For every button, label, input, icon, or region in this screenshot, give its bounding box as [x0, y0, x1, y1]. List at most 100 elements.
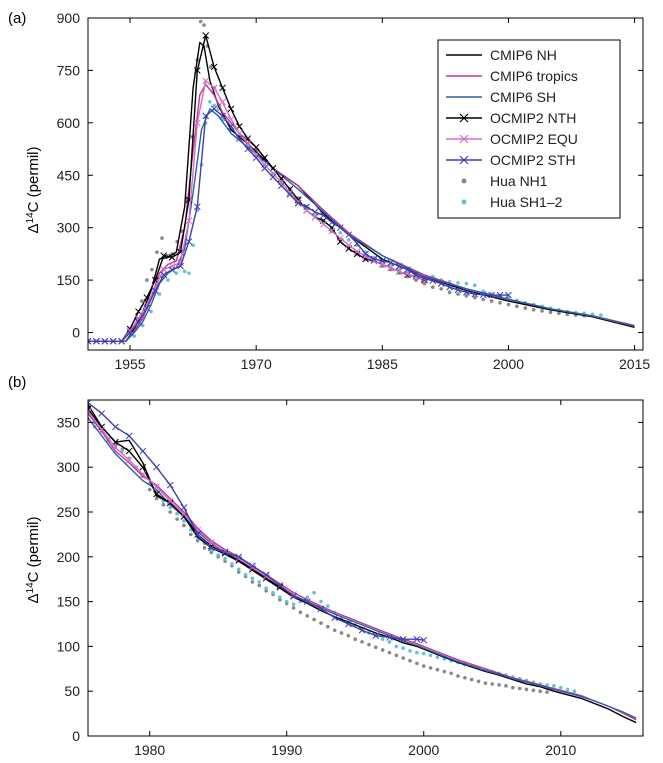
- panel-b-ocmip2-sth-marker: [303, 598, 311, 605]
- panel-b-label: (b): [8, 374, 26, 391]
- panel-b-ocmip2-sth-marker: [276, 582, 284, 589]
- panel-a-cmip6-sh-line: [88, 108, 635, 342]
- panel-b-hua-sh1-2-point: [435, 655, 440, 659]
- panel-b-hua-nh1-point: [339, 631, 344, 635]
- panel-b-hua-sh1-2-point: [284, 599, 289, 604]
- panel-b-ocmip2-nth-marker: [276, 583, 284, 591]
- panel-a-hua-nh1-point: [160, 236, 164, 240]
- panel-b-ocmip2-sth-marker: [235, 553, 243, 561]
- panel-a-ocmip2-sth-marker: [429, 277, 437, 285]
- panel-b-hua-sh1-2-point: [236, 567, 241, 572]
- panel-b-hua-nh1-point: [161, 503, 166, 507]
- panel-a-ocmip2-equ-marker: [345, 241, 353, 249]
- panel-b-hua-nh1-point: [373, 645, 378, 650]
- panel-b-hua-sh1-2-point: [572, 689, 577, 693]
- panel-a: (a) 1955 1970 1985 2000 2015 0 150 300 450 600 750…: [8, 10, 650, 372]
- panel-a-ocmip2-sth-marker: [177, 262, 184, 270]
- panel-a-hua-sh1-2-point: [346, 238, 351, 242]
- panel-b-ocmip2-equ-marker: [153, 483, 160, 491]
- panel-a-ocmip2-equ-marker: [286, 189, 294, 197]
- panel-b-hua-sh1-2-point: [175, 511, 179, 516]
- panel-a-ocmip2-equ-marker: [202, 77, 210, 85]
- panel-a-hua-nh1-point: [145, 278, 149, 282]
- panel-b-ylabel: Δ14C (permil): [25, 517, 43, 604]
- panel-b-ocmip2-equ-line: [88, 411, 294, 595]
- panel-a-ocmip2-sth-marker: [505, 291, 512, 299]
- panel-b-hua-nh1-point: [538, 689, 543, 693]
- panel-b-ocmip2-equ-marker: [262, 573, 270, 580]
- panel-b-plot: 1980 1990 2000 2010 0 50 100 150 200 250 300 350: [57, 399, 644, 758]
- panel-a-ytick-label: 450: [57, 167, 81, 183]
- panel-a-hua-sh1-2-point: [191, 243, 195, 247]
- panel-a-ocmip2-sth-marker: [294, 199, 302, 207]
- panel-a-ocmip2-sth-marker: [421, 275, 428, 282]
- panel-a-ocmip2-sth-marker: [236, 135, 243, 142]
- panel-a-ocmip2-sth-marker: [109, 337, 117, 345]
- panel-a-ocmip2-nth-line: [88, 34, 425, 342]
- panel-a-hua-sh1-2-point: [187, 271, 191, 275]
- panel-b-hua-nh1-point: [326, 624, 330, 629]
- panel-a-ocmip2-sth-marker: [336, 224, 344, 232]
- panel-a-hua-nh1-point: [456, 292, 460, 296]
- legend-label: CMIP6 SH: [490, 89, 556, 105]
- panel-a-ytick-label: 300: [57, 220, 81, 236]
- legend-label: OCMIP2 EQU: [490, 131, 578, 147]
- panel-b-hua-nh1-point: [223, 559, 227, 564]
- panel-b-hua-sh1-2-point: [243, 572, 248, 577]
- panel-b-hua-nh1-point: [353, 637, 358, 642]
- panel-a-ocmip2-sth-marker: [252, 154, 260, 162]
- panel-a-hua-nh1-point: [140, 299, 144, 303]
- panel-a-ocmip2-sth-marker: [446, 283, 453, 291]
- panel-b-hua-nh1-point: [380, 648, 385, 652]
- panel-b-hua-nh1-point: [346, 633, 351, 638]
- panel-a-ocmip2-sth-marker: [193, 203, 201, 211]
- panel-b-cmip6-sh-line: [88, 417, 637, 719]
- legend-swatch: [461, 178, 467, 184]
- panel-a-ocmip2-sth-marker: [219, 112, 226, 120]
- panel-a-ocmip2-equ-marker: [219, 98, 226, 106]
- panel-b-hua-nh1-point: [305, 614, 310, 618]
- panel-b-ocmip2-equ-marker: [207, 539, 215, 546]
- panel-b-hua-nh1-point: [483, 681, 488, 685]
- panel-a-ytick-label: 150: [57, 272, 81, 288]
- panel-b-ocmip2-sth-marker: [194, 531, 201, 538]
- panel-a-ocmip2-nth-marker: [168, 254, 176, 261]
- panel-b-hua-nh1-point: [442, 669, 447, 674]
- panel-a-ocmip2-sth-marker: [185, 238, 193, 246]
- panel-b-cmip6-nh-line: [88, 404, 637, 724]
- panel-a-ocmip2-sth-marker: [135, 318, 142, 326]
- panel-a-ocmip2-sth-marker: [395, 262, 403, 270]
- legend-label: Hua NH1: [490, 173, 548, 189]
- panel-b-ocmip2-equ-marker: [98, 426, 106, 433]
- panel-b-ocmip2-sth-marker: [180, 504, 188, 511]
- panel-b-hua-nh1-point: [421, 664, 426, 668]
- panel-a-ocmip2-sth-marker: [353, 240, 361, 247]
- panel-b-hua-nh1-point: [202, 546, 207, 550]
- panel-b-hua-sh1-2-point: [558, 685, 563, 690]
- panel-b-hua-sh1-2-point: [271, 590, 275, 595]
- panel-b-hua-sh1-2-point: [223, 556, 227, 561]
- panel-a-ocmip2-equ-marker: [328, 227, 336, 235]
- panel-b-hua-sh1-2-point: [552, 684, 556, 688]
- panel-a-ocmip2-sth-marker: [471, 290, 479, 298]
- panel-a-hua-nh1-point: [464, 294, 469, 298]
- panel-a-hua-sh1-2-point: [140, 323, 145, 328]
- panel-b-hua-nh1-point: [456, 674, 460, 678]
- panel-a-hua-sh1-2-point: [208, 100, 212, 104]
- panel-a-hua-sh1-2-point: [182, 269, 187, 274]
- panel-a-hua-sh1-2-point: [338, 231, 343, 235]
- panel-b-hua-sh1-2-point: [168, 505, 173, 510]
- panel-a-ocmip2-sth-marker: [227, 122, 235, 130]
- panel-a-hua-nh1-point: [489, 299, 494, 303]
- panel-a-ocmip2-nth-marker: [135, 308, 142, 315]
- panel-a-ocmip2-nth-marker: [160, 252, 168, 259]
- panel-a-plot: 1955 1970 1985 2000 2015 0 150 300 450 600 750 900: [57, 10, 651, 372]
- panel-a-hua-nh1-point: [515, 304, 519, 309]
- panel-b-ocmip2-sth-marker: [88, 400, 92, 407]
- panel-a-hua-nh1-point: [208, 65, 213, 69]
- panel-a-ocmip2-equ-line: [88, 80, 425, 342]
- panel-a-hua-nh1-point: [523, 306, 528, 310]
- panel-b-hua-sh1-2-point: [387, 640, 392, 644]
- panel-b-hua-nh1-point: [387, 650, 392, 655]
